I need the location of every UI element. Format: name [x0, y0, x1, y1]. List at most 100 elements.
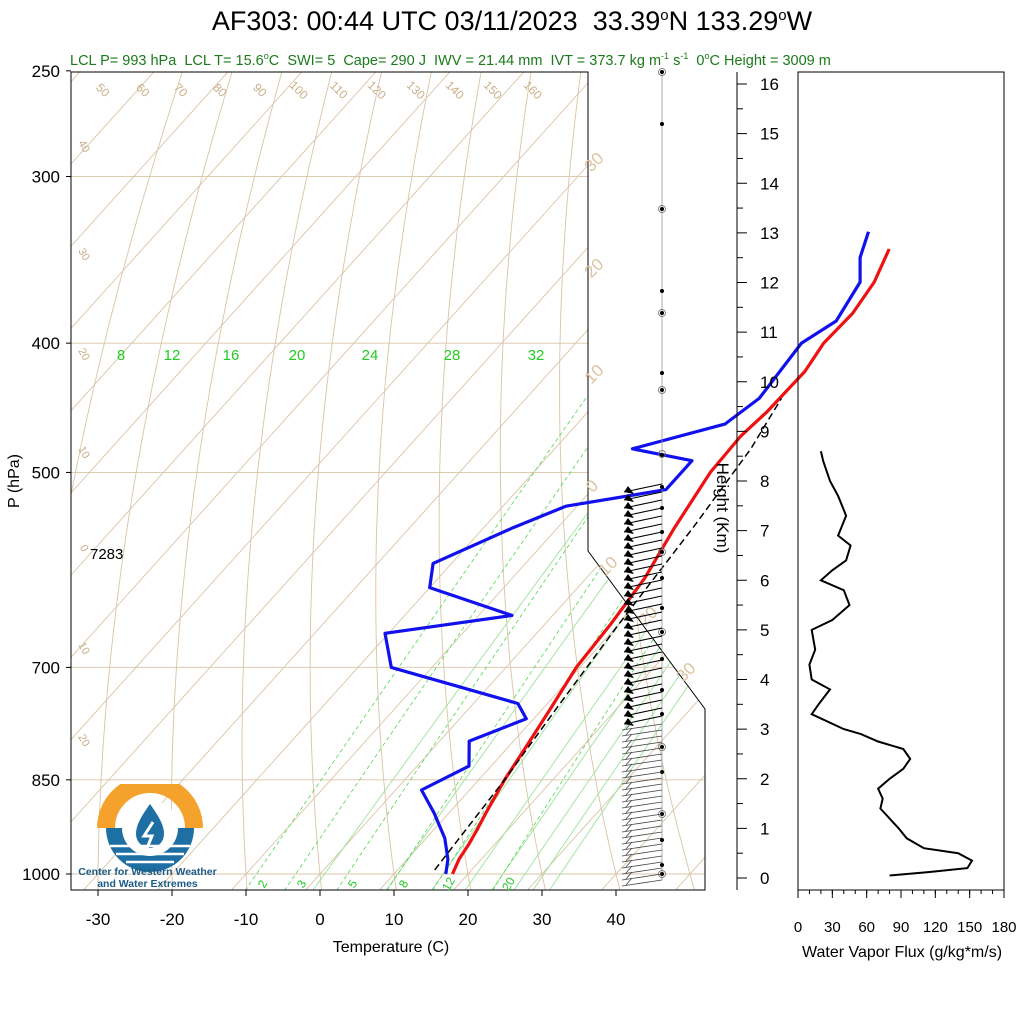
wind-barb [621, 789, 663, 797]
wind-barb [621, 747, 663, 755]
mixing-ratio-bottom-label: 20 [499, 874, 518, 893]
wind-barb-flag [624, 646, 634, 654]
pressure-tick-label: 400 [32, 334, 60, 353]
temperature-tick-label: 30 [533, 910, 552, 929]
dry-adiabat-label: 40 [75, 138, 92, 155]
wind-barb-flag [624, 678, 634, 686]
mixing-ratio-label: 12 [164, 347, 181, 364]
wind-point [660, 311, 664, 315]
wind-barb-flag [624, 630, 634, 638]
wind-barb [621, 759, 663, 767]
wind-point [660, 863, 664, 867]
freezing-height: 0oC Height = 3009 m [696, 51, 831, 69]
dry-adiabat-label: 20 [75, 346, 92, 363]
isotherm-label: 60 [133, 80, 153, 100]
wind-barb [621, 801, 663, 809]
wind-barb-flag [624, 526, 634, 534]
wind-barb-flag [624, 702, 634, 710]
isotherm-label: 90 [250, 80, 270, 100]
wind-barb-feather [625, 811, 633, 820]
temperature-tick-label: 10 [385, 910, 404, 929]
dry-adiabat-label: 20 [75, 732, 92, 749]
height-tick-label: 4 [760, 671, 769, 690]
wind-barb [621, 825, 663, 833]
height-tick-label: 1 [760, 819, 769, 838]
ivt-value: IVT = 373.7 kg m-1 s-1 [550, 51, 689, 69]
wind-barb-feather [625, 823, 633, 832]
wind-barb-flag [624, 494, 634, 502]
mixing-ratio-label: 28 [444, 347, 461, 364]
wind-barb-feather [625, 847, 633, 856]
height-tick-label: 12 [760, 274, 779, 293]
wind-barb-flag [624, 518, 634, 526]
mixing-ratio-label: 8 [117, 347, 125, 364]
wind-barb-feather [625, 781, 633, 790]
wind-barb-feather [625, 817, 633, 826]
cape-value: Cape= 290 J [343, 52, 426, 69]
mixing-ratio-label: 24 [362, 347, 379, 364]
mixing-ratio-label: 20 [289, 347, 306, 364]
wind-barb-flag [624, 694, 634, 702]
wind-barb [621, 765, 663, 773]
height-tick-label: 13 [760, 224, 779, 243]
wind-barb-flag [624, 558, 634, 566]
flux-tick-label: 60 [858, 919, 875, 936]
isotherm-label: 150 [481, 78, 505, 102]
moist-adiabat-label: 30 [673, 659, 700, 686]
pressure-tick-label: 500 [32, 463, 60, 482]
isotherm-label: 100 [287, 78, 311, 102]
height-annotation: 7283 [90, 546, 123, 563]
pressure-tick-label: 300 [32, 167, 60, 186]
dry-adiabat-label: 30 [75, 246, 92, 263]
wind-point [660, 388, 664, 392]
wind-point [660, 606, 664, 610]
wind-barb-flag [624, 486, 634, 494]
wind-barb-flag [624, 614, 634, 622]
sounding-indices: LCL P= 993 hPa LCL T= 15.6oC SWI= 5 Cape… [70, 51, 1020, 69]
wind-barb-flag [624, 582, 634, 590]
wind-barb [621, 729, 663, 737]
isotherm-label: 110 [327, 78, 351, 102]
wind-barb-flag [624, 718, 634, 726]
wind-calm-marker [658, 205, 666, 213]
flux-tick-label: 30 [824, 919, 841, 936]
wind-barb-feather [625, 787, 633, 796]
height-tick-label: 9 [760, 422, 769, 441]
mixing-ratio-label: 32 [528, 347, 545, 364]
temperature-tick-label: -20 [160, 910, 185, 929]
wind-calm-marker [658, 450, 666, 458]
wind-calm-marker [658, 743, 666, 751]
wind-barb-feather [625, 733, 633, 742]
isotherm-label: 130 [404, 78, 428, 102]
height-tick-label: 10 [760, 373, 779, 392]
height-axis-label: Height (Km) [713, 463, 732, 554]
wind-point [660, 576, 664, 580]
wind-barb-feather [625, 721, 633, 730]
mixing-ratio-bottom-label: 12 [439, 874, 458, 893]
pressure-tick-label: 850 [32, 771, 60, 790]
wind-point [660, 289, 664, 293]
height-tick-label: 3 [760, 720, 769, 739]
y-axis-label: P (hPa) [6, 454, 23, 508]
wind-point [660, 630, 664, 634]
wind-barb-flag [624, 638, 634, 646]
wind-barb [621, 723, 663, 731]
pressure-tick-label: 700 [32, 658, 60, 677]
wind-point [660, 712, 664, 716]
wind-barb [621, 777, 663, 785]
flux-panel-frame [797, 71, 1005, 891]
wind-calm-marker [658, 870, 666, 878]
wind-point [660, 371, 664, 375]
wind-barb-flag [624, 502, 634, 510]
wind-barb-flag [624, 550, 634, 558]
chart-title: AF303: 00:44 UTC 03/11/2023 33.39oN 133.… [211, 6, 813, 36]
wind-barb-feather [625, 727, 633, 736]
wind-barb-flag [624, 662, 634, 670]
wind-barb-flag [624, 622, 634, 630]
wind-point [660, 838, 664, 842]
flux-tick-label: 180 [991, 919, 1016, 936]
wind-barb-feather [625, 745, 633, 754]
bolt-icon [141, 821, 155, 849]
iwv-value: IWV = 21.44 mm [434, 52, 543, 69]
